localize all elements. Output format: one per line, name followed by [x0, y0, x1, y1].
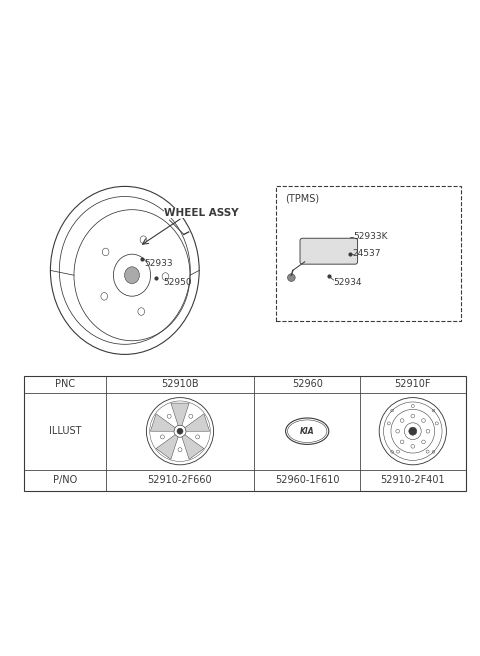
- Bar: [24, 376, 466, 491]
- Text: 24537: 24537: [353, 249, 381, 258]
- Circle shape: [160, 435, 165, 439]
- Text: WHEEL ASSY: WHEEL ASSY: [164, 208, 239, 218]
- Polygon shape: [156, 435, 178, 459]
- Text: (TPMS): (TPMS): [286, 194, 320, 203]
- Text: PNC: PNC: [55, 379, 75, 390]
- Polygon shape: [185, 414, 210, 431]
- Text: 52910-2F401: 52910-2F401: [381, 476, 445, 485]
- Polygon shape: [182, 435, 204, 459]
- Text: KIA: KIA: [300, 426, 314, 436]
- Text: 52933K: 52933K: [353, 232, 387, 241]
- Circle shape: [195, 435, 200, 439]
- Text: 52910B: 52910B: [161, 379, 199, 390]
- FancyBboxPatch shape: [300, 238, 358, 264]
- Circle shape: [178, 447, 182, 452]
- Circle shape: [167, 414, 171, 419]
- Polygon shape: [171, 403, 189, 426]
- Text: 52950: 52950: [163, 278, 192, 287]
- Circle shape: [409, 427, 417, 435]
- Text: 52933: 52933: [144, 258, 173, 268]
- Text: 52910F: 52910F: [395, 379, 431, 390]
- Circle shape: [288, 274, 295, 281]
- Circle shape: [177, 428, 183, 434]
- Text: 52960-1F610: 52960-1F610: [275, 476, 339, 485]
- Text: P/NO: P/NO: [53, 476, 77, 485]
- Ellipse shape: [286, 418, 329, 444]
- Text: 52960: 52960: [292, 379, 323, 390]
- Circle shape: [189, 414, 193, 419]
- Text: 52934: 52934: [334, 278, 362, 287]
- Text: 52910-2F660: 52910-2F660: [148, 476, 212, 485]
- Text: ILLUST: ILLUST: [48, 426, 81, 436]
- Ellipse shape: [125, 267, 139, 283]
- Polygon shape: [150, 414, 175, 431]
